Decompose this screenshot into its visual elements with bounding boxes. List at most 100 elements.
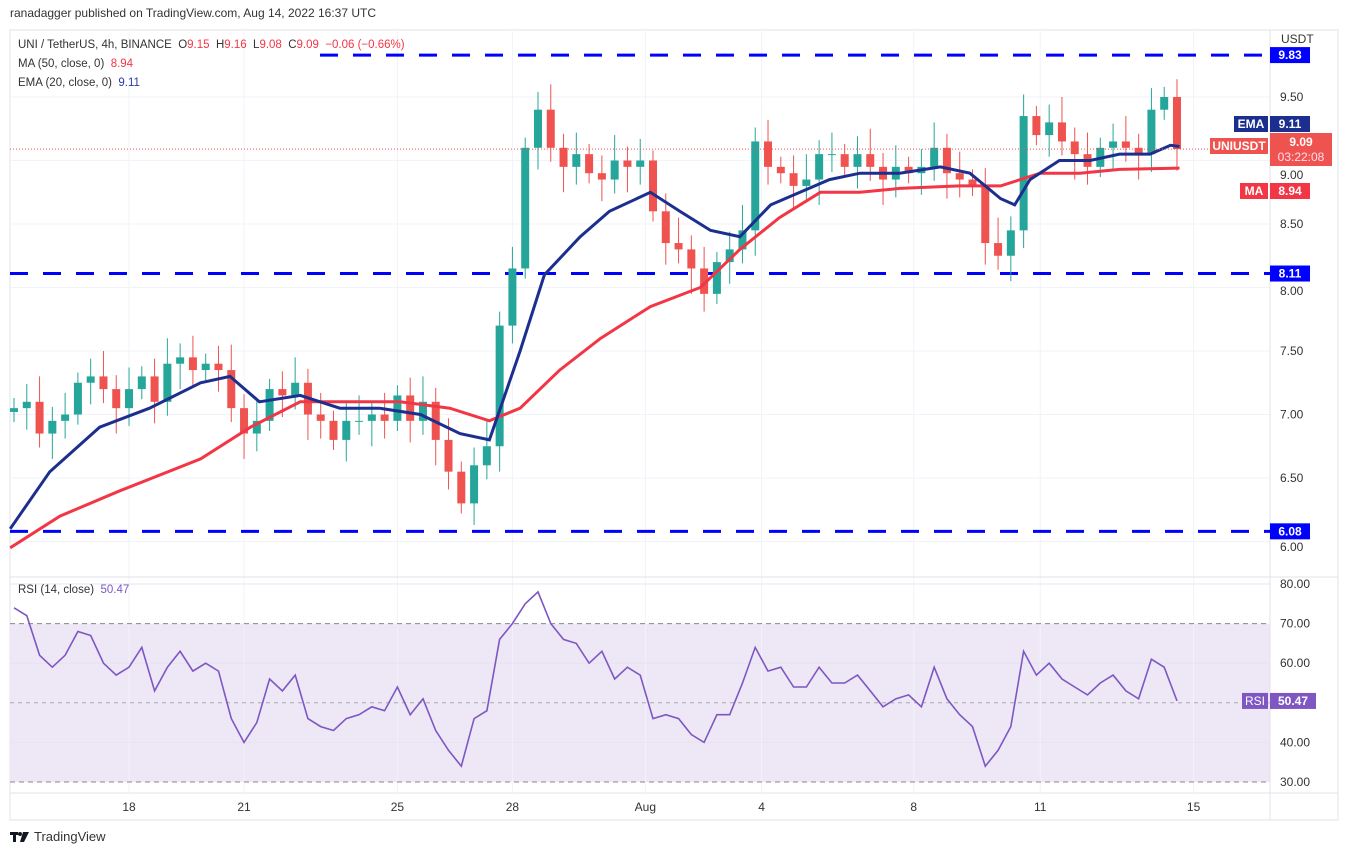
ema-tag-label: EMA <box>1238 117 1265 131</box>
y-tick-label: 9.50 <box>1280 90 1304 104</box>
ema-price-label: 9.11 <box>1279 117 1302 131</box>
candle-body <box>278 389 287 396</box>
candle-body <box>457 471 466 504</box>
x-tick-label: 4 <box>758 800 765 814</box>
ma-price-label: 8.94 <box>1278 184 1302 198</box>
x-tick-label: 18 <box>122 800 136 814</box>
candle-body <box>137 376 146 390</box>
candle-body <box>623 160 632 167</box>
open-label: O <box>178 39 188 51</box>
ema-legend[interactable]: EMA (20, close, 0) 9.11 <box>18 74 405 93</box>
candle-body <box>674 243 683 250</box>
candle-body <box>585 154 594 174</box>
candle-body <box>1160 97 1169 110</box>
open-value: 9.15 <box>187 39 210 51</box>
candle-body <box>1147 109 1156 155</box>
level-price-tag <box>1270 47 1310 64</box>
candle-body <box>22 401 31 409</box>
x-tick-label: 15 <box>1187 800 1201 814</box>
candle-body <box>802 179 811 186</box>
candle-body <box>776 166 785 174</box>
candle-body <box>176 357 185 364</box>
x-tick-label: 28 <box>506 800 520 814</box>
rsi-tick-label: 70.00 <box>1280 617 1310 631</box>
candle-body <box>367 414 376 421</box>
rsi-line <box>13 590 1178 768</box>
candle-body <box>687 249 696 269</box>
candle-body <box>968 179 977 186</box>
candle-body <box>355 420 364 422</box>
tradingview-logo-text: TradingView <box>34 829 106 844</box>
tradingview-logo-icon <box>10 831 29 842</box>
candle-body <box>10 408 18 412</box>
rsi-tag-box <box>1242 692 1268 709</box>
level-price-label: 6.08 <box>1278 524 1302 538</box>
close-value: 9.09 <box>296 39 319 51</box>
candle-body <box>981 185 990 244</box>
candle-body <box>150 376 159 402</box>
ma-legend[interactable]: MA (50, close, 0) 8.94 <box>18 55 405 74</box>
x-tick-label: 25 <box>391 800 405 814</box>
chart-legend: UNI / TetherUS, 4h, BINANCE O9.15 H9.16 … <box>18 36 405 93</box>
ema20-line <box>8 143 1180 530</box>
candle-body <box>1172 97 1181 150</box>
level-price-label: 9.83 <box>1278 48 1302 62</box>
candle-body <box>610 160 619 180</box>
y-tick-label: 6.00 <box>1280 540 1304 554</box>
rsi-legend[interactable]: RSI (14, close) 50.47 <box>18 584 129 596</box>
rsi-tag-label: RSI <box>1245 694 1265 708</box>
candle-body <box>406 395 415 421</box>
candle-body <box>214 363 223 371</box>
ma-tag-label: MA <box>1245 184 1264 198</box>
y-tick-label: 6.50 <box>1280 471 1304 485</box>
rsi-value-box <box>1270 692 1316 709</box>
candle-body <box>1121 141 1130 148</box>
symbol-legend: UNI / TetherUS, 4h, BINANCE O9.15 H9.16 … <box>18 36 405 55</box>
ema-tag-box <box>1234 116 1268 132</box>
candle-body <box>546 109 555 148</box>
y-tick-label: 8.50 <box>1280 217 1304 231</box>
candle-body <box>188 357 197 371</box>
rsi-tick-label: 80.00 <box>1280 577 1310 591</box>
candle-body <box>380 414 389 421</box>
ma50-line <box>9 166 1180 550</box>
x-tick-label: Aug <box>635 800 656 814</box>
level-price-tag <box>1270 523 1310 540</box>
candle-body <box>99 376 108 390</box>
candle-body <box>1019 116 1028 231</box>
rsi-tick-label: 30.00 <box>1280 775 1310 789</box>
candle-body <box>316 414 325 421</box>
candle-body <box>866 154 875 167</box>
publish-info: ranadagger published on TradingView.com,… <box>10 6 377 20</box>
low-value: 9.08 <box>259 39 282 51</box>
candle-body <box>1109 141 1118 148</box>
candle-body <box>955 173 964 180</box>
candle-body <box>738 230 747 250</box>
candle-body <box>1045 122 1054 136</box>
symbol-title: UNI / TetherUS, 4h, BINANCE <box>18 39 172 51</box>
candle-body <box>815 154 824 180</box>
low-label: L <box>253 39 260 51</box>
candle-body <box>827 154 836 156</box>
candle-body <box>125 389 134 409</box>
candle-body <box>329 420 338 440</box>
candle-body <box>1057 122 1066 142</box>
candle-body <box>73 382 82 415</box>
candle-body <box>48 420 57 434</box>
candle-body <box>751 141 760 231</box>
candle-body <box>163 363 172 402</box>
candle-body <box>418 401 427 421</box>
candle-body <box>112 389 121 409</box>
candle-body <box>1070 141 1079 155</box>
candle-body <box>994 243 1003 256</box>
candle-body <box>1032 116 1041 136</box>
candle-body <box>1006 230 1015 256</box>
ma-tag-box <box>1240 183 1268 199</box>
candle-body <box>521 147 530 269</box>
candle-body <box>700 268 709 294</box>
candle-body <box>904 166 913 174</box>
ema-value: 9.11 <box>118 77 140 89</box>
tradingview-logo: TradingView <box>10 829 106 844</box>
